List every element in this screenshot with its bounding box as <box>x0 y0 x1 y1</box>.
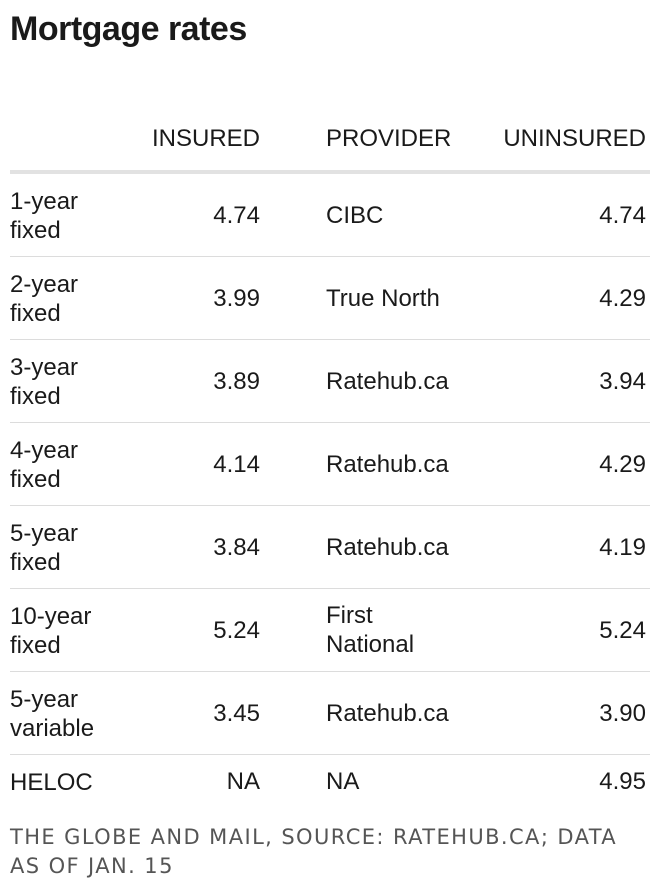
insured-rate-cell: 3.89 <box>130 339 264 423</box>
provider-cell: NA <box>326 768 360 795</box>
table-row: 10-year fixed 5.24 First National 5.24 <box>10 588 650 672</box>
provider-cell: Ratehub.ca <box>264 422 449 506</box>
insured-rate-cell: NA <box>226 768 260 795</box>
table-header-row: INSURED PROVIDER UNINSURED <box>10 104 650 174</box>
provider-cell: Ratehub.ca <box>264 505 449 589</box>
term-cell: 5-year fixed <box>10 505 130 589</box>
table-row: 2-year fixed 3.99 True North 4.29 <box>10 256 650 340</box>
uninsured-rate-cell: 4.19 <box>446 505 650 589</box>
term-cell: 4-year fixed <box>10 422 130 506</box>
chart-title: Mortgage rates <box>10 10 247 48</box>
mortgage-rates-table: INSURED PROVIDER UNINSURED 1-year fixed 4… <box>10 104 650 808</box>
term-cell: HELOC <box>10 768 93 796</box>
uninsured-rate-cell: 3.94 <box>446 339 650 423</box>
insured-rate-cell: 4.74 <box>130 172 264 257</box>
column-header-insured: INSURED <box>130 104 264 174</box>
uninsured-rate-cell: 4.29 <box>446 422 650 506</box>
uninsured-rate-cell: 3.90 <box>446 671 650 755</box>
table-row: 1-year fixed 4.74 CIBC 4.74 <box>10 172 650 257</box>
uninsured-rate-cell: 5.24 <box>446 588 650 672</box>
table-row: 5-year variable 3.45 Ratehub.ca 3.90 <box>10 671 650 755</box>
uninsured-rate-cell: 4.29 <box>446 256 650 340</box>
table-body: 1-year fixed 4.74 CIBC 4.74 2-year fixed 3.99… <box>10 172 650 808</box>
provider-cell: First National <box>264 588 446 672</box>
column-header-provider: PROVIDER <box>264 104 451 174</box>
insured-rate-cell: 5.24 <box>130 588 264 672</box>
term-cell: 1-year fixed <box>10 172 130 257</box>
insured-rate-cell: 3.99 <box>130 256 264 340</box>
term-cell: 3-year fixed <box>10 339 130 423</box>
uninsured-rate-cell: 4.95 <box>599 768 646 795</box>
table-row: 3-year fixed 3.89 Ratehub.ca 3.94 <box>10 339 650 423</box>
table-row: 4-year fixed 4.14 Ratehub.ca 4.29 <box>10 422 650 506</box>
uninsured-rate-cell: 4.74 <box>446 172 650 257</box>
provider-cell: CIBC <box>264 172 446 257</box>
term-cell: 2-year fixed <box>10 256 130 340</box>
term-cell: 5-year variable <box>10 671 130 755</box>
insured-rate-cell: 3.84 <box>130 505 264 589</box>
insured-rate-cell: 3.45 <box>130 671 264 755</box>
source-note: THE GLOBE AND MAIL, SOURCE: RATEHUB.CA; … <box>10 825 618 878</box>
table-row: HELOC NA NA 4.95 <box>10 755 650 809</box>
table-row: 5-year fixed 3.84 Ratehub.ca 4.19 <box>10 505 650 589</box>
provider-cell: True North <box>264 256 446 340</box>
column-header-term <box>10 104 130 174</box>
provider-cell: Ratehub.ca <box>264 339 449 423</box>
term-cell: 10-year fixed <box>10 588 130 672</box>
provider-cell: Ratehub.ca <box>264 671 449 755</box>
insured-rate-cell: 4.14 <box>130 422 264 506</box>
column-header-uninsured: UNINSURED <box>446 104 650 174</box>
